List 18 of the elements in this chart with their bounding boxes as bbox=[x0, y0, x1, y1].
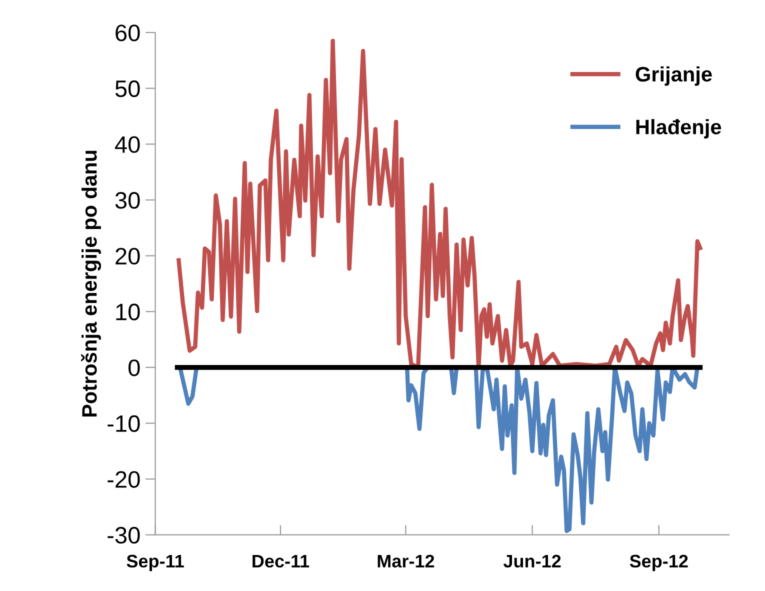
x-tick-label: Sep-12 bbox=[630, 554, 688, 572]
y-tick-label: -30 bbox=[108, 526, 140, 544]
y-tick-label: -20 bbox=[108, 471, 140, 488]
y-tick-label: 0 bbox=[128, 359, 140, 376]
x-tick-label: Jun-12 bbox=[503, 554, 561, 568]
legend-label: Grijanje bbox=[636, 66, 712, 86]
x-tick-label: Sep-11 bbox=[126, 554, 184, 572]
y-axis-title: Potrošnja energije po danu bbox=[81, 150, 102, 417]
x-tick-label: Mar-12 bbox=[378, 554, 434, 568]
y-tick-label: 50 bbox=[115, 80, 140, 98]
y-tick-label: 10 bbox=[116, 304, 140, 320]
x-tick-label: Dec-11 bbox=[252, 554, 310, 568]
y-tick-label: -10 bbox=[108, 415, 140, 432]
y-tick-label: 30 bbox=[115, 192, 140, 209]
y-tick-label: 60 bbox=[116, 24, 140, 42]
y-tick-label: 20 bbox=[116, 248, 140, 265]
y-tick-label: 40 bbox=[114, 136, 140, 153]
legend-label: Hlađenje bbox=[636, 119, 722, 138]
